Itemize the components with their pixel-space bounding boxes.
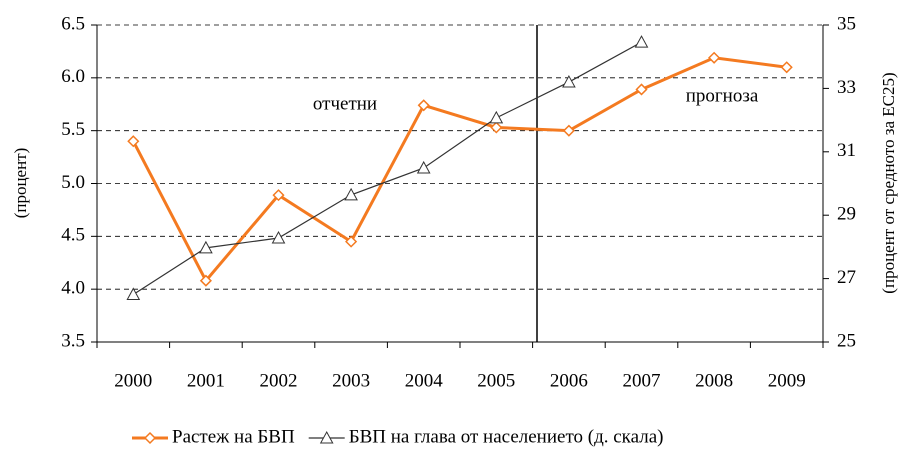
point [708,51,721,64]
y2-tick-label: 27 [837,267,856,288]
x-tick-label: 2007 [623,370,661,391]
point [416,160,431,174]
point [272,189,285,202]
point [345,235,358,248]
point [489,110,504,124]
point [344,187,358,201]
y-axis-label: (процент) [11,148,30,219]
y2-tick-label: 33 [837,77,856,98]
y-tick-label: 3.5 [61,330,85,351]
point [126,287,141,300]
point [271,230,286,244]
y-tick-label: 5.0 [61,172,85,193]
point [490,121,503,134]
y2-axis-label: (процент от средното за ЕС25) [879,72,898,293]
point [199,274,212,287]
x-tick-label: 2004 [405,370,444,391]
point [634,35,649,48]
point [199,240,213,254]
series-line [131,56,787,284]
point [143,431,157,445]
point [780,61,793,74]
legend-label: БВП на глава от населението (д. скала) [349,426,664,447]
x-tick-label: 2008 [695,370,733,391]
x-tick-label: 2000 [114,370,152,391]
annotation: прогноза [686,85,759,106]
y-tick-label: 6.0 [61,66,85,87]
x-tick-label: 2002 [260,370,298,391]
point [319,430,334,444]
y2-tick-label: 35 [837,13,856,34]
point [562,124,575,137]
annotation: отчетни [313,93,377,114]
point [635,83,648,96]
y-tick-label: 6.5 [61,13,85,34]
point [562,75,576,88]
point [417,99,430,112]
x-tick-label: 2009 [768,370,806,391]
point [127,135,140,148]
x-tick-label: 2006 [550,370,588,391]
y-tick-label: 5.5 [61,119,85,140]
legend-label: Растеж на БВП [172,426,295,447]
series-line [132,41,642,295]
x-tick-label: 2003 [332,370,370,391]
y2-tick-label: 31 [837,140,856,161]
x-tick-label: 2001 [187,370,225,391]
y-tick-label: 4.5 [61,225,85,246]
y2-tick-label: 25 [837,330,856,351]
y-tick-label: 4.0 [61,278,85,299]
x-tick-label: 2005 [477,370,515,391]
y2-tick-label: 29 [837,204,856,225]
